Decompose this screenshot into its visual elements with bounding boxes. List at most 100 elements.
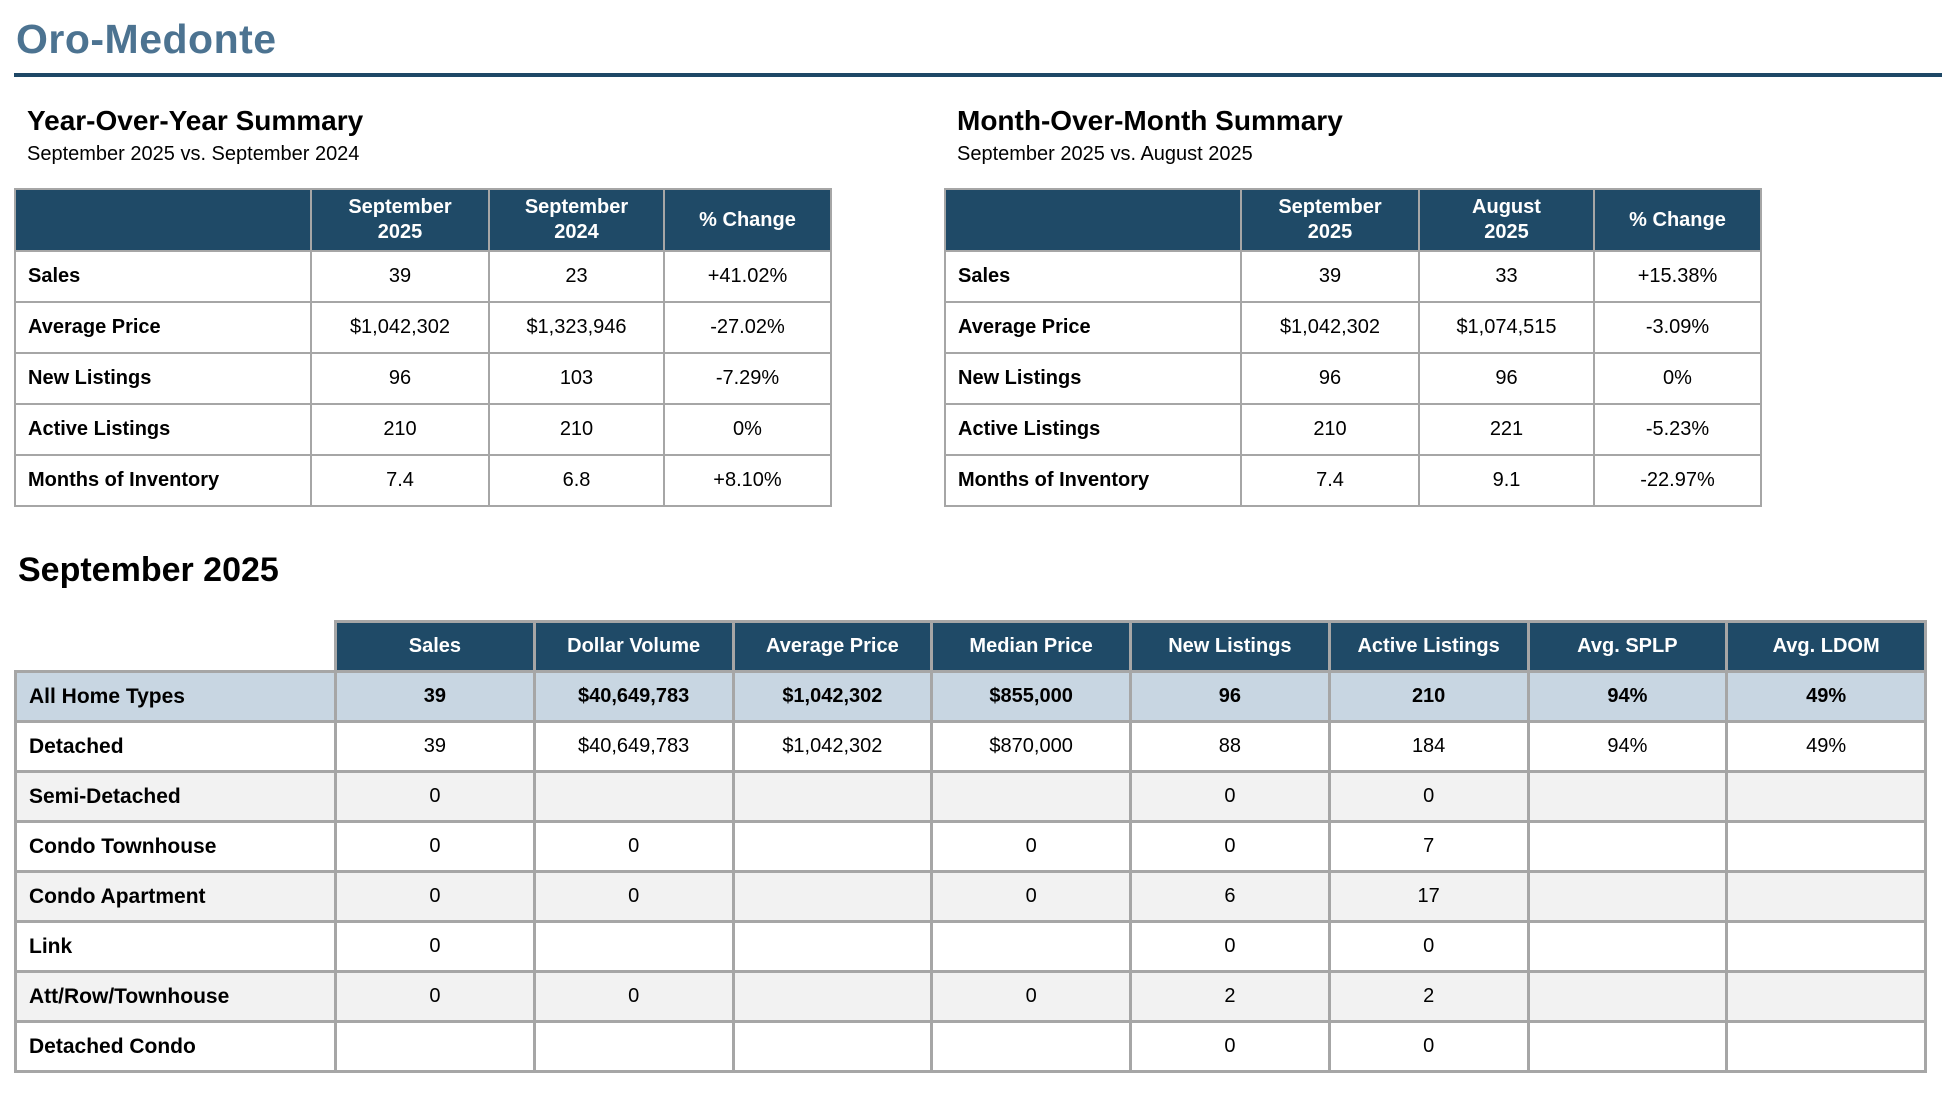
yoy-header-row: September 2025 September 2024 % Change xyxy=(14,188,832,252)
row-label: All Home Types xyxy=(14,670,337,723)
row-label: Condo Townhouse xyxy=(14,820,337,873)
value-cell xyxy=(1725,820,1927,873)
september-detail-table: Sales Dollar Volume Average Price Median… xyxy=(14,620,1927,1073)
value-cell: 0 xyxy=(1327,1020,1530,1073)
value-cell xyxy=(1725,1020,1927,1073)
column-header: August 2025 xyxy=(1418,188,1595,252)
report-page: Oro-Medonte Year-Over-Year Summary Septe… xyxy=(14,16,1942,1073)
value-cell: 0 xyxy=(532,870,735,923)
column-header: September 2025 xyxy=(1240,188,1420,252)
table-row: Active Listings 210 221 -5.23% xyxy=(944,403,1762,456)
blank-header-cell xyxy=(944,188,1242,252)
value-cell: 33 xyxy=(1418,250,1595,303)
value-cell: 39 xyxy=(334,720,536,773)
value-cell xyxy=(1725,870,1927,923)
value-cell: 96 xyxy=(310,352,490,405)
value-cell: 221 xyxy=(1418,403,1595,456)
table-row: Active Listings 210 210 0% xyxy=(14,403,832,456)
column-header: September 2024 xyxy=(488,188,665,252)
column-header: Active Listings xyxy=(1327,620,1530,673)
table-row: Sales 39 33 +15.38% xyxy=(944,250,1762,303)
value-cell xyxy=(1526,820,1729,873)
value-cell: $870,000 xyxy=(930,720,1132,773)
value-cell: 7.4 xyxy=(310,454,490,507)
row-label: Semi-Detached xyxy=(14,770,337,823)
mom-table: September 2025 August 2025 % Change Sale… xyxy=(944,188,1762,507)
value-cell xyxy=(731,820,934,873)
mom-header-row: September 2025 August 2025 % Change xyxy=(944,188,1762,252)
value-cell xyxy=(731,970,934,1023)
value-cell: 96 xyxy=(1240,352,1420,405)
mom-title: Month-Over-Month Summary xyxy=(957,105,1343,136)
column-header: Average Price xyxy=(731,620,934,673)
value-cell: 210 xyxy=(310,403,490,456)
table-row: Sales 39 23 +41.02% xyxy=(14,250,832,303)
value-cell xyxy=(1526,920,1729,973)
value-cell: $1,042,302 xyxy=(1240,301,1420,354)
value-cell xyxy=(930,770,1132,823)
value-cell xyxy=(1526,1020,1729,1073)
value-cell: 6 xyxy=(1129,870,1331,923)
value-cell: 210 xyxy=(1327,670,1530,723)
value-cell: 49% xyxy=(1725,670,1927,723)
row-label: Average Price xyxy=(14,301,312,354)
value-cell: -3.09% xyxy=(1593,301,1762,354)
row-label: Months of Inventory xyxy=(14,454,312,507)
value-cell: $1,074,515 xyxy=(1418,301,1595,354)
table-row-all-home-types: All Home Types 39 $40,649,783 $1,042,302… xyxy=(14,670,1927,723)
value-cell: 94% xyxy=(1526,670,1729,723)
value-cell: 0 xyxy=(930,970,1132,1023)
table-row: Average Price $1,042,302 $1,323,946 -27.… xyxy=(14,301,832,354)
value-cell xyxy=(731,770,934,823)
value-cell: 96 xyxy=(1129,670,1331,723)
table-row-semi-detached: Semi-Detached 0 0 0 xyxy=(14,770,1927,823)
yoy-subtitle: September 2025 vs. September 2024 xyxy=(27,143,360,165)
column-header: % Change xyxy=(663,188,832,252)
column-header: New Listings xyxy=(1129,620,1331,673)
value-cell: 17 xyxy=(1327,870,1530,923)
summary-section: Year-Over-Year Summary September 2025 vs… xyxy=(14,105,1942,507)
value-cell: 0 xyxy=(1327,770,1530,823)
detail-header-row: Sales Dollar Volume Average Price Median… xyxy=(16,620,1927,673)
value-cell: -5.23% xyxy=(1593,403,1762,456)
value-cell: 0 xyxy=(334,970,536,1023)
value-cell: 0% xyxy=(1593,352,1762,405)
row-label: Att/Row/Townhouse xyxy=(14,970,337,1023)
value-cell xyxy=(731,870,934,923)
value-cell: 7.4 xyxy=(1240,454,1420,507)
page-title: Oro-Medonte xyxy=(16,16,277,62)
table-row-detached: Detached 39 $40,649,783 $1,042,302 $870,… xyxy=(14,720,1927,773)
table-row: New Listings 96 96 0% xyxy=(944,352,1762,405)
table-row-condo-apartment: Condo Apartment 0 0 0 6 17 xyxy=(14,870,1927,923)
row-label: Detached Condo xyxy=(14,1020,337,1073)
value-cell: 0 xyxy=(532,820,735,873)
value-cell: 94% xyxy=(1526,720,1729,773)
value-cell xyxy=(731,920,934,973)
value-cell: $1,042,302 xyxy=(731,720,934,773)
value-cell xyxy=(1526,770,1729,823)
value-cell: 0% xyxy=(663,403,832,456)
value-cell xyxy=(930,920,1132,973)
row-label: Months of Inventory xyxy=(944,454,1242,507)
column-header: Avg. SPLP xyxy=(1526,620,1729,673)
value-cell: 0 xyxy=(334,820,536,873)
row-label: Sales xyxy=(944,250,1242,303)
value-cell: 0 xyxy=(1129,1020,1331,1073)
value-cell: $1,323,946 xyxy=(488,301,665,354)
row-label: New Listings xyxy=(14,352,312,405)
value-cell: 0 xyxy=(334,920,536,973)
column-header: Median Price xyxy=(930,620,1132,673)
column-header: % Change xyxy=(1593,188,1762,252)
value-cell: +8.10% xyxy=(663,454,832,507)
value-cell xyxy=(532,770,735,823)
value-cell: +41.02% xyxy=(663,250,832,303)
table-row-detached-condo: Detached Condo 0 0 xyxy=(14,1020,1927,1073)
blank-header-cell xyxy=(16,622,336,672)
value-cell: 88 xyxy=(1129,720,1331,773)
value-cell xyxy=(532,1020,735,1073)
value-cell xyxy=(532,920,735,973)
table-row: Months of Inventory 7.4 9.1 -22.97% xyxy=(944,454,1762,507)
blank-header-cell xyxy=(14,188,312,252)
value-cell: 0 xyxy=(1129,770,1331,823)
value-cell xyxy=(1725,920,1927,973)
